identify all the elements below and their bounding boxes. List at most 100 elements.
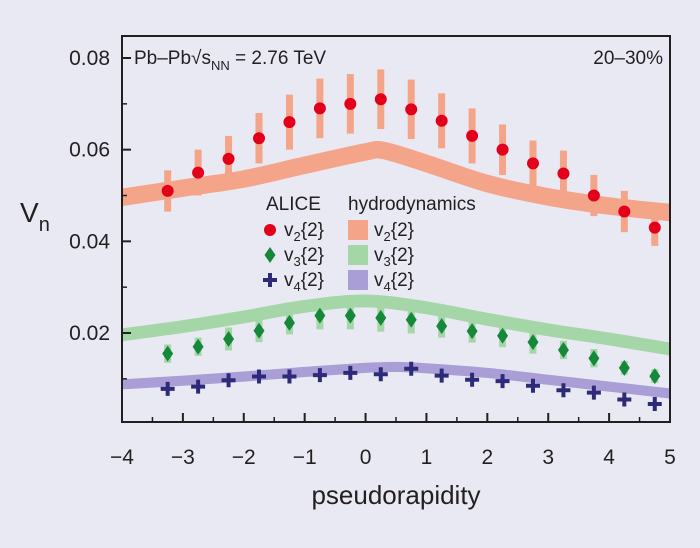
legend-marker-circle bbox=[264, 224, 276, 236]
x-tick-label: −2 bbox=[232, 446, 256, 469]
y-axis-label-subscript: n bbox=[39, 214, 50, 236]
x-tick-label: −3 bbox=[171, 446, 195, 469]
model-band-2 bbox=[122, 140, 670, 222]
x-tick-label: 3 bbox=[542, 446, 554, 469]
data-point bbox=[283, 314, 295, 331]
data-point bbox=[557, 341, 569, 358]
x-tick-label: 5 bbox=[664, 446, 676, 469]
data-point bbox=[192, 166, 205, 179]
data-point bbox=[314, 307, 326, 324]
legend-marker-plus bbox=[263, 273, 277, 287]
data-point bbox=[435, 114, 448, 127]
legend-data-entry-base: v bbox=[284, 270, 294, 291]
data-point bbox=[588, 350, 600, 367]
data-point bbox=[497, 327, 509, 344]
legend-marker-diamond bbox=[264, 247, 276, 263]
legend-model-entry: v2{2} bbox=[374, 220, 414, 244]
legend-band-swatch bbox=[348, 245, 368, 265]
data-point bbox=[404, 361, 419, 376]
data-point bbox=[618, 205, 631, 218]
legend-data-entry-suffix: {2} bbox=[301, 245, 324, 266]
data-point bbox=[495, 374, 510, 389]
x-tick-label: 1 bbox=[421, 446, 433, 469]
data-point bbox=[526, 378, 540, 393]
data-point bbox=[374, 93, 387, 106]
data-point bbox=[586, 385, 601, 400]
data-point bbox=[313, 102, 326, 115]
data-markers bbox=[160, 93, 662, 412]
data-point bbox=[647, 397, 662, 412]
data-point bbox=[465, 372, 480, 387]
legend-model-entry-subscript: 4 bbox=[384, 279, 391, 294]
y-axis-label-main: V bbox=[20, 197, 39, 228]
legend-data-title: ALICE bbox=[266, 194, 321, 215]
legend-model-entry-suffix: {2} bbox=[391, 245, 414, 266]
legend-data-entry-suffix: {2} bbox=[301, 270, 324, 291]
data-point bbox=[617, 392, 632, 407]
data-point bbox=[162, 345, 174, 362]
x-tick-label: 4 bbox=[603, 446, 615, 469]
data-point bbox=[556, 383, 571, 398]
title-suffix: = 2.76 TeV bbox=[230, 48, 327, 69]
x-tick-label: 0 bbox=[360, 446, 372, 469]
data-point bbox=[405, 311, 417, 328]
legend-data-entry-suffix: {2} bbox=[301, 220, 324, 241]
legend-band-swatch bbox=[348, 270, 368, 290]
data-point bbox=[527, 334, 539, 351]
legend-model-entry-base: v bbox=[374, 245, 384, 266]
data-point bbox=[375, 309, 387, 326]
data-point bbox=[312, 368, 327, 383]
legend-model-entry-base: v bbox=[374, 220, 384, 241]
data-point bbox=[253, 132, 265, 145]
y-tick-label: 0.04 bbox=[69, 230, 110, 253]
legend-model-title: hydrodynamics bbox=[348, 194, 476, 215]
legend-band-swatch bbox=[348, 220, 368, 240]
data-point bbox=[344, 307, 356, 324]
title-subscript: NN bbox=[211, 58, 230, 73]
data-point bbox=[496, 143, 509, 156]
axis-ticks: −4 −3 −2 −1 0 1 2 3 4 5 0.02 0.04 0.06 0.08 bbox=[69, 47, 676, 469]
data-point bbox=[557, 167, 570, 180]
legend-model-entry-suffix: {2} bbox=[391, 220, 414, 241]
data-point bbox=[466, 129, 479, 142]
legend-data-entry-subscript: 4 bbox=[294, 279, 301, 294]
data-point bbox=[223, 330, 235, 347]
data-point bbox=[161, 184, 174, 197]
data-point bbox=[618, 359, 630, 376]
data-point bbox=[191, 379, 206, 394]
x-axis-label: pseudorapidity bbox=[311, 480, 480, 510]
legend-model-entry: v4{2} bbox=[374, 270, 414, 294]
centrality-label: 20–30% bbox=[593, 48, 663, 69]
model-band-3 bbox=[122, 294, 670, 356]
data-point bbox=[527, 157, 539, 170]
y-tick-label: 0.06 bbox=[69, 139, 110, 162]
y-tick-label: 0.02 bbox=[69, 322, 110, 345]
data-point bbox=[466, 323, 478, 340]
data-point bbox=[648, 221, 661, 234]
legend-data-entry-subscript: 2 bbox=[294, 229, 301, 244]
title-main: Pb–Pb√s bbox=[134, 48, 211, 69]
data-point bbox=[587, 189, 600, 202]
y-axis-label: Vn bbox=[20, 197, 50, 236]
data-point bbox=[252, 369, 266, 384]
legend-data-entry: v2{2} bbox=[284, 220, 324, 244]
y-tick-label: 0.08 bbox=[69, 47, 110, 70]
chart-title: Pb–Pb√sNN = 2.76 TeV bbox=[134, 48, 326, 73]
legend-data-entry-base: v bbox=[284, 245, 294, 266]
legend-model-entry-subscript: 2 bbox=[384, 229, 391, 244]
x-tick-label: 2 bbox=[481, 446, 493, 469]
data-point bbox=[434, 368, 449, 383]
legend-model-entry-suffix: {2} bbox=[391, 270, 414, 291]
data-point bbox=[221, 373, 236, 388]
data-point bbox=[283, 116, 296, 129]
data-point bbox=[222, 152, 235, 165]
data-point bbox=[253, 322, 265, 339]
model-band-4 bbox=[122, 361, 670, 399]
data-point bbox=[436, 318, 448, 335]
data-point bbox=[343, 365, 358, 380]
data-point bbox=[373, 367, 388, 382]
data-point bbox=[344, 97, 357, 110]
data-point bbox=[192, 338, 204, 355]
data-point bbox=[282, 369, 297, 384]
